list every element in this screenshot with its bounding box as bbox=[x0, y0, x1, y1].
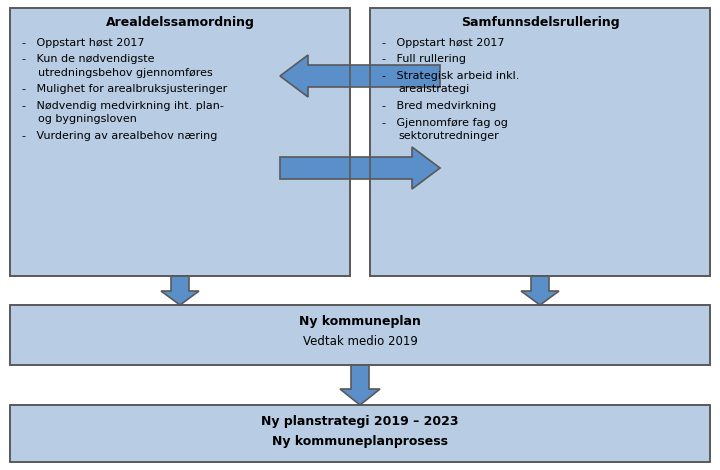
Text: -   Kun de nødvendigste: - Kun de nødvendigste bbox=[22, 55, 155, 64]
Text: utredningsbehov gjennomføres: utredningsbehov gjennomføres bbox=[38, 68, 212, 78]
Text: -   Mulighet for arealbruksjusteringer: - Mulighet for arealbruksjusteringer bbox=[22, 85, 228, 94]
Text: -   Bred medvirkning: - Bred medvirkning bbox=[382, 101, 496, 111]
Text: Ny kommuneplan: Ny kommuneplan bbox=[299, 315, 421, 328]
Text: -   Oppstart høst 2017: - Oppstart høst 2017 bbox=[382, 38, 505, 48]
Text: Ny kommuneplanprosess: Ny kommuneplanprosess bbox=[272, 435, 448, 448]
Polygon shape bbox=[340, 365, 380, 405]
Text: arealstrategi: arealstrategi bbox=[398, 85, 469, 94]
Text: -   Oppstart høst 2017: - Oppstart høst 2017 bbox=[22, 38, 145, 48]
Text: -   Vurdering av arealbehov næring: - Vurdering av arealbehov næring bbox=[22, 131, 217, 141]
Polygon shape bbox=[161, 276, 199, 305]
FancyBboxPatch shape bbox=[10, 305, 710, 365]
Text: Vedtak medio 2019: Vedtak medio 2019 bbox=[302, 335, 418, 348]
Text: Arealdelssamordning: Arealdelssamordning bbox=[106, 16, 254, 29]
FancyBboxPatch shape bbox=[10, 8, 350, 276]
Text: -   Full rullering: - Full rullering bbox=[382, 55, 466, 64]
Polygon shape bbox=[280, 55, 440, 97]
Polygon shape bbox=[280, 147, 440, 189]
Text: Ny planstrategi 2019 – 2023: Ny planstrategi 2019 – 2023 bbox=[261, 415, 459, 428]
Text: sektorutredninger: sektorutredninger bbox=[398, 131, 499, 141]
FancyBboxPatch shape bbox=[370, 8, 710, 276]
Text: Samfunnsdelsrullering: Samfunnsdelsrullering bbox=[461, 16, 619, 29]
Text: -   Gjennomføre fag og: - Gjennomføre fag og bbox=[382, 118, 508, 127]
Text: og bygningsloven: og bygningsloven bbox=[38, 115, 137, 125]
Polygon shape bbox=[521, 276, 559, 305]
FancyBboxPatch shape bbox=[10, 405, 710, 462]
Text: -   Nødvendig medvirkning iht. plan-: - Nødvendig medvirkning iht. plan- bbox=[22, 101, 224, 111]
Text: -   Strategisk arbeid inkl.: - Strategisk arbeid inkl. bbox=[382, 71, 519, 81]
